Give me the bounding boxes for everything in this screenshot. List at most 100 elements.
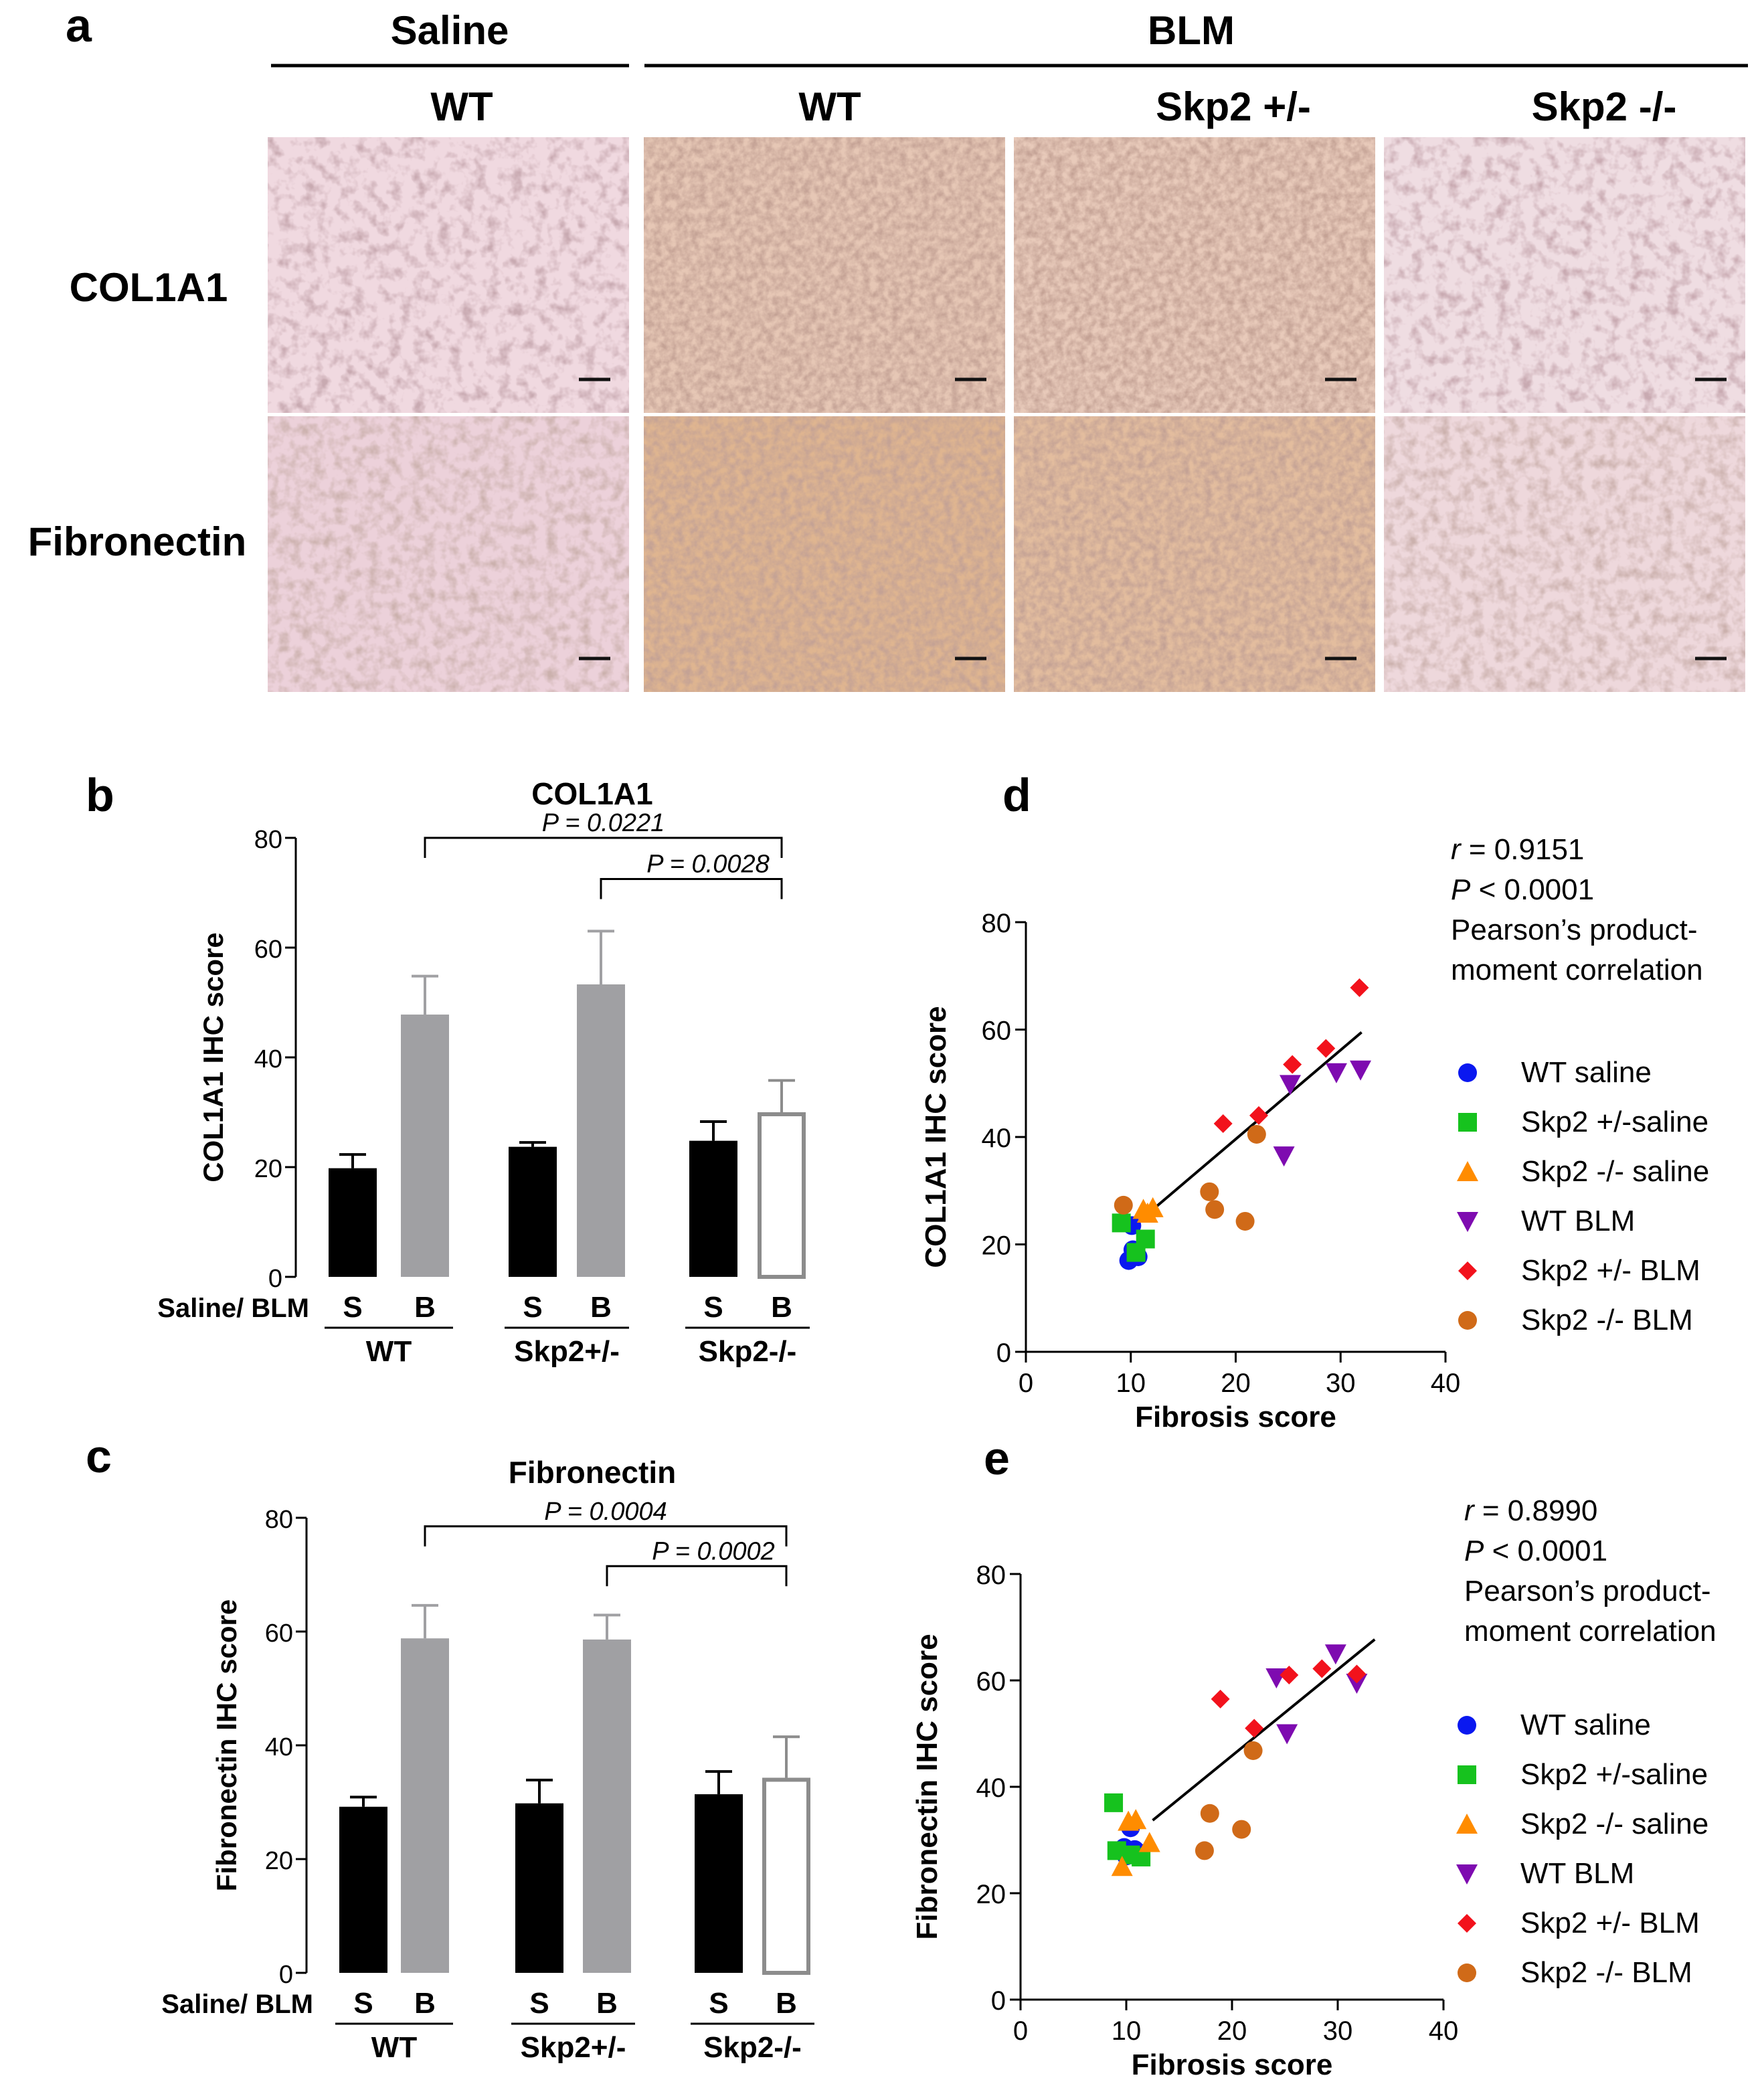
point-e-4-1 [1245, 1719, 1264, 1738]
y-tick-label-d: 0 [996, 1338, 1011, 1368]
x-tick-label-d: 30 [1326, 1369, 1356, 1398]
x-tick-label-e: 10 [1112, 2016, 1142, 2046]
column-label-blm-wt: WT [798, 84, 861, 129]
category-label-c-3: B [596, 1987, 618, 2020]
y-tick-label-b: 40 [254, 1045, 282, 1073]
stat-value-d-0: = 0.9151 [1461, 833, 1585, 866]
stat-line-d-3: moment correlation [1451, 954, 1703, 986]
category-label-b-1: B [414, 1291, 436, 1324]
stat-line-e-0: r = 0.8990 [1464, 1494, 1597, 1527]
chart-e-fibronectin-correlation: e 0 20 40 60 80 0 10 20 30 40 Fibrosis score Fibrone… [911, 1432, 1717, 2081]
x-tick-label-e: 20 [1217, 2016, 1247, 2046]
point-d-5-2 [1205, 1200, 1225, 1219]
category-label-b-2: S [523, 1291, 542, 1324]
group-label-blm: BLM [1148, 8, 1235, 53]
stat-line-e-1: P < 0.0001 [1464, 1535, 1607, 1567]
legend-label-e-5: Skp2 -/- BLM [1520, 1956, 1692, 1989]
point-d-5-1 [1200, 1182, 1219, 1201]
y-tick-label-e: 40 [976, 1773, 1006, 1803]
point-d-4-2 [1283, 1055, 1302, 1074]
point-e-5-1 [1200, 1804, 1219, 1823]
point-d-5-0 [1114, 1195, 1133, 1215]
x-tick-label-d: 20 [1221, 1369, 1251, 1398]
category-label-b-4: S [703, 1291, 723, 1324]
group-label-c-1: Skp2+/- [521, 2031, 626, 2064]
panel-label-c: c [86, 1430, 112, 1482]
y-tick-label-d: 80 [982, 909, 1012, 938]
point-d-5-3 [1235, 1211, 1255, 1231]
x-axis-label-d: Fibrosis score [1135, 1401, 1336, 1433]
y-tick-label-b: 20 [254, 1155, 282, 1183]
legend-label-e-3: WT BLM [1520, 1857, 1634, 1890]
panel-label-a: a [66, 0, 92, 52]
y-tick-label-c: 80 [265, 1506, 293, 1534]
group-label-b-1: Skp2+/- [514, 1335, 620, 1368]
point-d-3-0 [1273, 1146, 1295, 1167]
bar-b-5 [758, 1112, 806, 1279]
point-d-1-0 [1112, 1213, 1131, 1233]
chart-title-b: COL1A1 [531, 776, 652, 811]
x-tick-label-d: 0 [1019, 1369, 1033, 1398]
point-e-4-2 [1280, 1666, 1299, 1685]
bar-b-3 [577, 984, 625, 1277]
micrograph-fibronectin-2-texture [1014, 416, 1375, 692]
legend-marker-d-3 [1457, 1212, 1478, 1232]
column-label-blm-skp2-het: Skp2 +/- [1156, 84, 1311, 129]
legend-label-d-5: Skp2 -/- BLM [1521, 1304, 1693, 1336]
chart-title-c: Fibronectin [509, 1455, 676, 1490]
panel-label-b: b [86, 769, 114, 821]
group-label-saline: Saline [391, 8, 509, 53]
legend-label-d-3: WT BLM [1521, 1205, 1635, 1237]
stat-symbol-e-1: P [1464, 1535, 1484, 1567]
regression-line-d [1145, 1031, 1363, 1216]
point-e-5-0 [1195, 1841, 1214, 1860]
legend-marker-d-1 [1458, 1113, 1477, 1132]
point-d-4-1 [1249, 1106, 1268, 1125]
group-label-b-0: WT [366, 1335, 412, 1368]
y-axis-label-b: COL1A1 IHC score [197, 932, 229, 1182]
y-tick-label-c: 20 [265, 1847, 293, 1875]
y-tick-label-d: 40 [982, 1124, 1012, 1153]
legend-marker-e-4 [1458, 1914, 1476, 1933]
point-e-3-1 [1276, 1724, 1298, 1745]
legend-marker-e-3 [1456, 1864, 1478, 1885]
category-label-c-4: S [709, 1987, 728, 2020]
x-tick-label-d: 40 [1431, 1369, 1461, 1398]
stat-value-e-1: < 0.0001 [1484, 1535, 1607, 1567]
column-label-blm-skp2-ko: Skp2 -/- [1532, 84, 1677, 129]
category-label-b-0: S [343, 1291, 362, 1324]
category-label-c-2: S [529, 1987, 549, 2020]
point-e-3-3 [1346, 1673, 1368, 1694]
stat-line-d-2: Pearson’s product- [1451, 913, 1698, 946]
micrograph-col1a1-0-texture [268, 137, 629, 413]
chart-b-col1a1: b COL1A1 0 20 40 60 80 COL1A1 IHC score S B S B S B Sa… [86, 769, 810, 1368]
x-tick-label-e: 40 [1429, 2016, 1459, 2046]
y-tick-label-d: 60 [982, 1017, 1012, 1046]
point-e-2-2 [1138, 1832, 1160, 1852]
micrograph-fibronectin-3-texture [1384, 416, 1745, 692]
point-e-5-2 [1232, 1820, 1251, 1839]
point-e-4-4 [1347, 1664, 1367, 1684]
point-d-3-2 [1325, 1063, 1347, 1083]
category-label-c-5: B [776, 1987, 797, 2020]
legend-marker-e-5 [1458, 1963, 1476, 1982]
legend-marker-d-5 [1458, 1311, 1477, 1330]
row-label-col1a1: COL1A1 [70, 265, 228, 310]
point-e-1-0 [1104, 1793, 1124, 1812]
legend-label-e-0: WT saline [1520, 1709, 1651, 1741]
x-tick-label-e: 30 [1323, 2016, 1353, 2046]
y-tick-label-e: 20 [976, 1880, 1006, 1909]
bar-b-1 [401, 1015, 449, 1277]
legend-marker-e-2 [1456, 1814, 1478, 1834]
category-label-b-5: B [771, 1291, 792, 1324]
row-label-b: Saline/ BLM [157, 1294, 309, 1323]
stat-value-e-0: = 0.8990 [1474, 1494, 1598, 1527]
bar-c-1 [401, 1638, 449, 1973]
stat-symbol-d-0: r [1451, 833, 1462, 866]
y-tick-label-b: 60 [254, 936, 282, 964]
y-tick-label-c: 0 [279, 1961, 293, 1989]
legend-marker-d-0 [1458, 1063, 1477, 1082]
legend-marker-d-4 [1458, 1261, 1477, 1280]
y-tick-label-b: 0 [268, 1265, 282, 1293]
